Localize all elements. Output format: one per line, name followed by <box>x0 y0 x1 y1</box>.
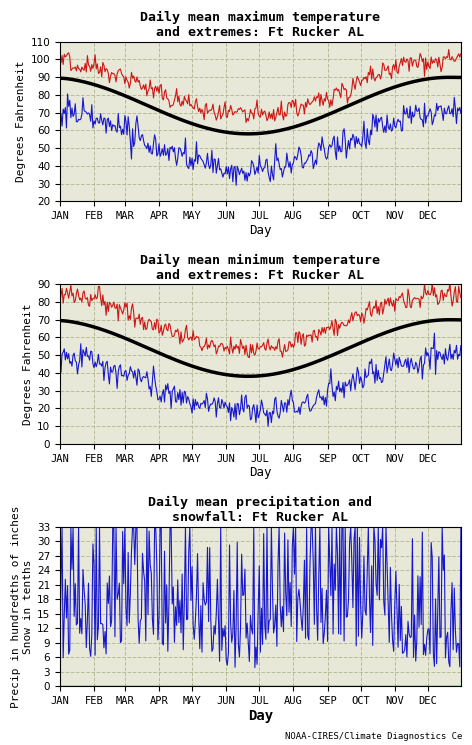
X-axis label: Day: Day <box>249 466 271 479</box>
Title: Daily mean precipitation and
snowfall: Ft Rucker AL: Daily mean precipitation and snowfall: F… <box>148 496 372 524</box>
Y-axis label: Degrees Fahrenheit: Degrees Fahrenheit <box>23 303 33 425</box>
Title: Daily mean minimum temperature
and extremes: Ft Rucker AL: Daily mean minimum temperature and extre… <box>140 253 380 282</box>
X-axis label: Day: Day <box>249 224 271 237</box>
X-axis label: Day: Day <box>248 708 273 723</box>
Y-axis label: Degrees Fahrenheit: Degrees Fahrenheit <box>16 61 26 183</box>
Y-axis label: Precip in hundredths of inches
Snow in tenths: Precip in hundredths of inches Snow in t… <box>11 505 33 708</box>
Text: NOAA-CIRES/Climate Diagnostics Ce: NOAA-CIRES/Climate Diagnostics Ce <box>285 732 463 741</box>
Title: Daily mean maximum temperature
and extremes: Ft Rucker AL: Daily mean maximum temperature and extre… <box>140 11 380 39</box>
